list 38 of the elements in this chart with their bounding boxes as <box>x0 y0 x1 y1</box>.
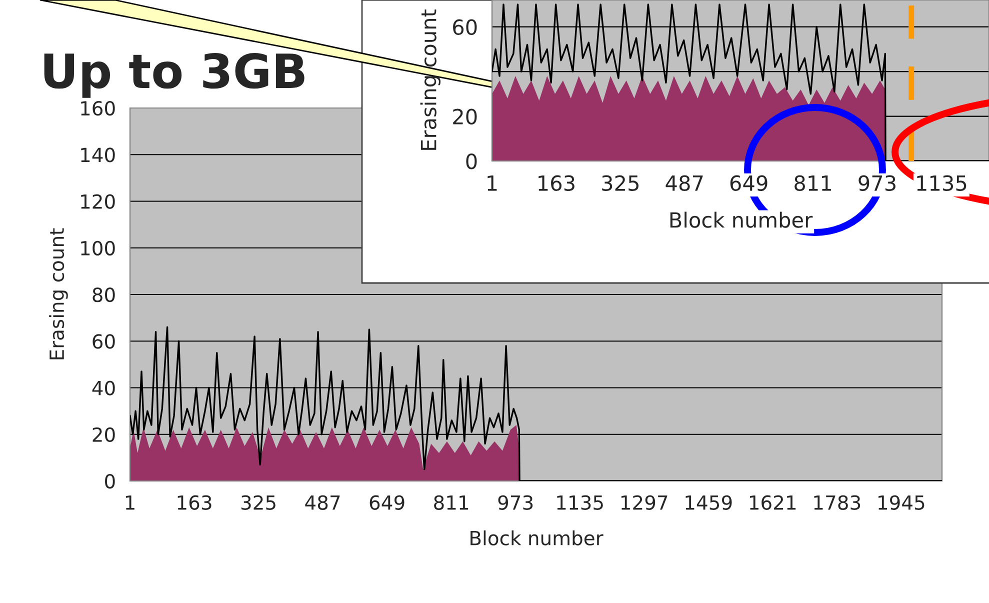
y-tick-label: 60 <box>453 19 477 36</box>
x-tick-label: 811 <box>794 175 831 192</box>
y-tick-label: 0 <box>105 474 115 489</box>
x-tick-label: 1135 <box>917 175 966 192</box>
y-tick-label: 80 <box>92 287 115 302</box>
x-tick-label: 1459 <box>686 495 732 510</box>
y-tick-label: 120 <box>81 194 115 209</box>
x-tick-label: 1135 <box>557 495 603 510</box>
x-axis-title: Block number <box>470 530 604 546</box>
x-tick-label: 487 <box>305 495 340 510</box>
chart-title: Up to 3GB <box>44 52 304 98</box>
x-tick-label: 1 <box>488 176 497 191</box>
x-tick-label: 1297 <box>621 495 668 510</box>
x-tick-label: 973 <box>858 175 896 192</box>
x-tick-label: 1783 <box>814 495 860 510</box>
y-tick-label: 0 <box>466 153 477 170</box>
x-tick-label: 487 <box>666 175 703 192</box>
x-tick-label: 649 <box>370 495 404 510</box>
x-tick-label: 1 <box>126 495 134 510</box>
x-tick-label: 649 <box>730 175 768 192</box>
x-tick-label: 325 <box>602 175 638 192</box>
y-tick-label: 60 <box>92 334 115 349</box>
y-tick-label: 40 <box>92 380 115 396</box>
x-axis-title: Block number <box>670 212 813 228</box>
x-tick-label: 325 <box>241 495 276 510</box>
x-tick-label: 163 <box>538 175 574 192</box>
x-tick-label: 1621 <box>750 495 796 510</box>
y-axis-title: Erasing count <box>420 10 440 150</box>
y-tick-label: 100 <box>81 240 115 256</box>
x-tick-label: 973 <box>498 495 533 510</box>
x-tick-label: 811 <box>434 495 468 510</box>
y-tick-label: 140 <box>81 148 115 162</box>
y-tick-label: 160 <box>81 100 115 116</box>
y-tick-label: 20 <box>453 108 477 124</box>
x-tick-label: 163 <box>178 495 212 510</box>
x-tick-label: 1945 <box>878 495 924 510</box>
y-tick-label: 20 <box>92 427 115 442</box>
y-axis-title: Erasing count <box>49 228 68 360</box>
